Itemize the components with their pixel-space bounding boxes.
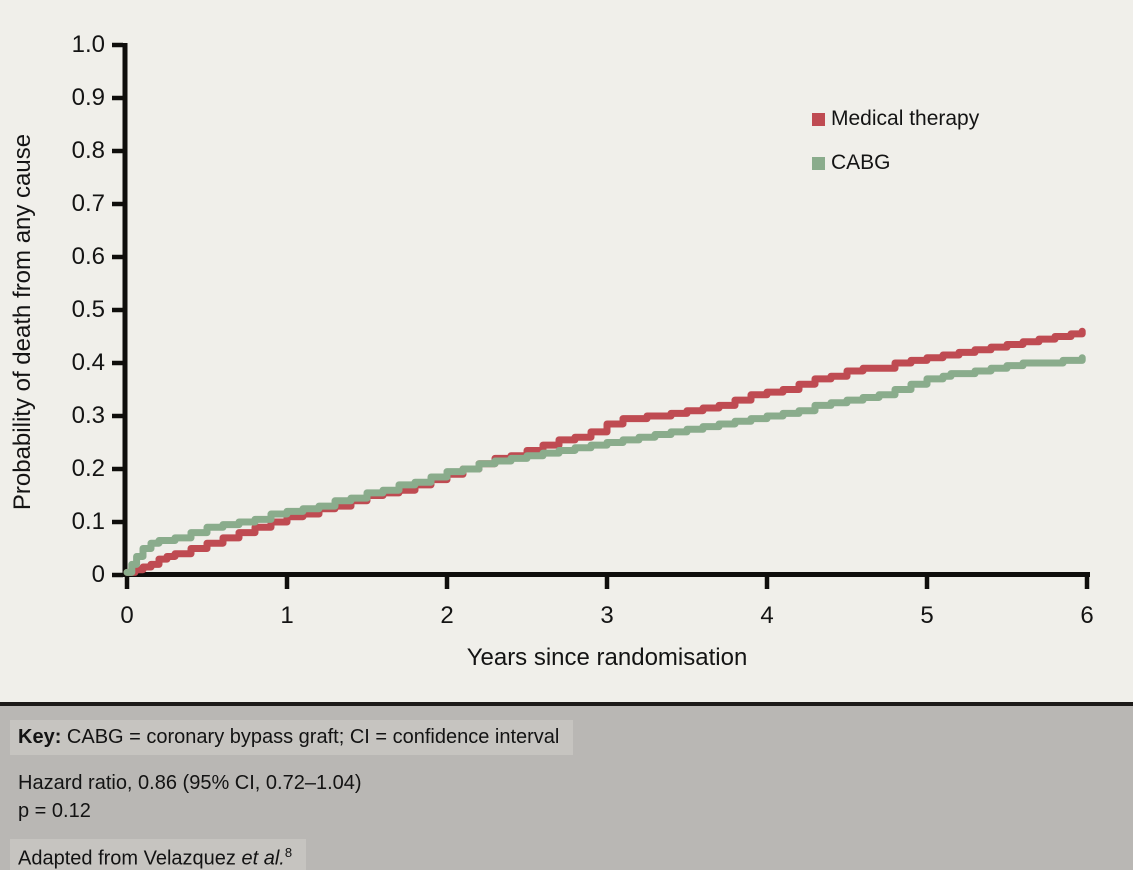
x-tick-label: 2 [440, 602, 454, 629]
y-tick-label: 0.2 [71, 455, 105, 482]
x-tick-label: 1 [280, 602, 294, 629]
y-tick-label: 0.7 [71, 190, 105, 217]
x-tick-label: 4 [760, 602, 774, 629]
p-value-line: p = 0.12 [18, 800, 91, 822]
legend: Medical therapy CABG [812, 106, 979, 194]
y-tick-label: 1.0 [71, 31, 105, 58]
y-tick-label: 0.3 [71, 402, 105, 429]
key-line-text: Key: CABG = coronary bypass graft; CI = … [10, 720, 574, 755]
legend-item-medical-therapy: Medical therapy [812, 106, 979, 132]
key-label: Key: [18, 726, 62, 748]
chart-area: Probability of death from any cause Year… [9, 31, 1094, 672]
source-prefix: Adapted from Velazquez [18, 847, 242, 870]
hazard-ratio-line: Hazard ratio, 0.86 (95% CI, 0.72–1.04) [18, 772, 362, 794]
series-path-medical-therapy [123, 327, 1086, 576]
source-italic: et al. [241, 847, 285, 870]
x-axis-title: Years since randomisation [466, 644, 748, 671]
y-tick-label: 0.8 [71, 137, 105, 164]
key-line: Key: CABG = coronary bypass graft; CI = … [10, 720, 1115, 755]
y-tick-label: 0.4 [71, 349, 105, 376]
key-text: CABG = coronary bypass graft; CI = confi… [61, 726, 560, 748]
y-tick-label: 0.5 [71, 296, 105, 323]
medical-therapy-swatch-icon [812, 112, 825, 126]
y-tick-label: 0.6 [71, 243, 105, 270]
x-tick-label: 3 [600, 602, 614, 629]
y-tick-label: 0 [91, 561, 105, 588]
x-tick-label: 6 [1080, 602, 1094, 629]
source-line: Adapted from Velazquez et al.8 [10, 839, 1115, 870]
y-tick-label: 0.1 [71, 508, 105, 535]
series-path-cabg [123, 354, 1086, 576]
legend-label-medical-therapy: Medical therapy [831, 107, 980, 130]
source-line-text: Adapted from Velazquez et al.8 [10, 839, 307, 870]
cabg-swatch-icon [812, 156, 825, 170]
x-tick-label: 5 [920, 602, 934, 629]
legend-label-cabg: CABG [831, 151, 891, 174]
footer-key-panel: Key: CABG = coronary bypass graft; CI = … [0, 702, 1133, 870]
x-tick-label: 0 [120, 602, 134, 629]
y-axis-title: Probability of death from any cause [9, 133, 36, 511]
legend-item-cabg: CABG [812, 150, 979, 176]
survival-chart-svg [112, 42, 1090, 589]
y-tick-label: 0.9 [71, 84, 105, 111]
source-superscript: 8 [284, 845, 293, 860]
